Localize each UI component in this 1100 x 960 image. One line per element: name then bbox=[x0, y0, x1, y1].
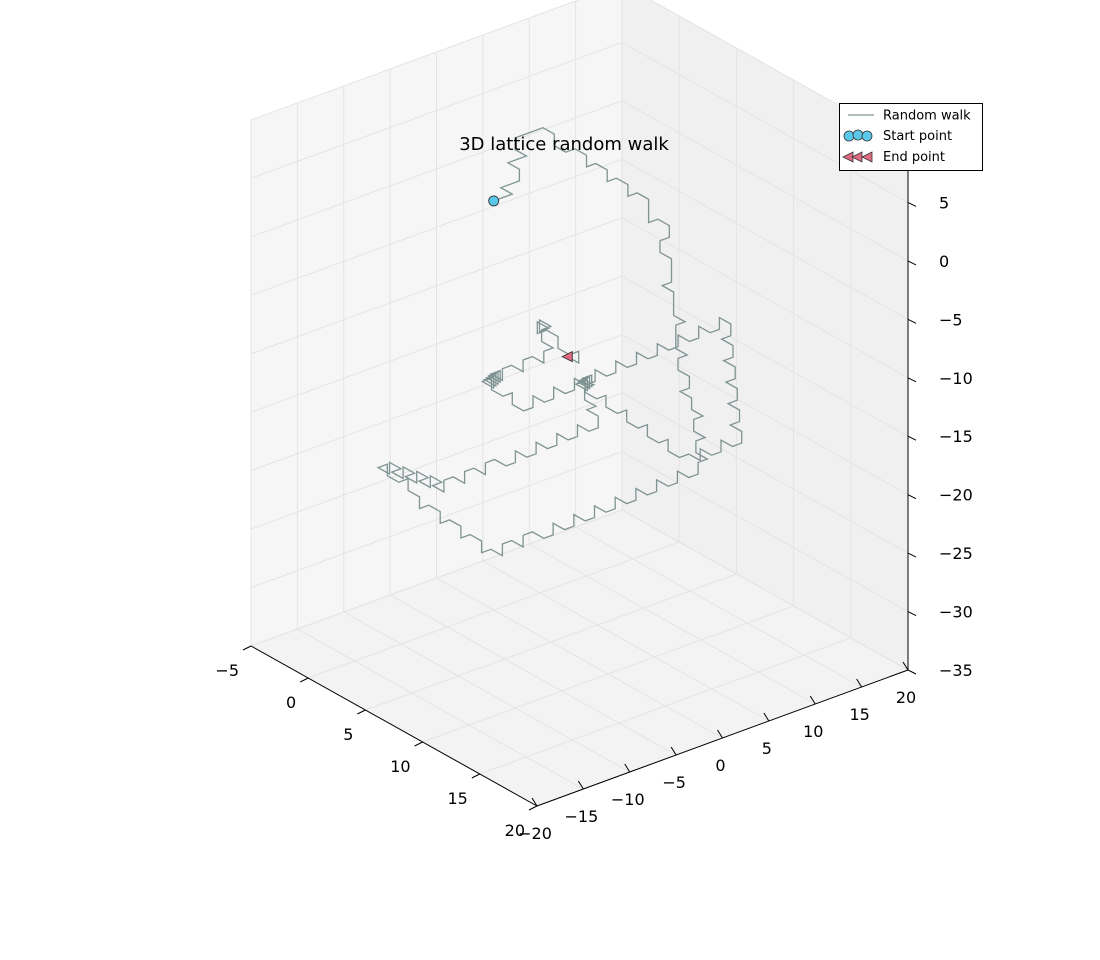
z-axis-tick bbox=[907, 377, 917, 383]
chart-title: 3D lattice random walk bbox=[459, 134, 669, 155]
grid-line-z-left bbox=[250, 275, 623, 413]
grid-line-y-floor bbox=[529, 543, 816, 705]
grid-line-z-right bbox=[621, 100, 909, 262]
grid-line-z-left bbox=[250, 158, 623, 296]
y-axis-label: 20 bbox=[896, 688, 916, 707]
grid-line-z-right bbox=[621, 451, 909, 612]
x-axis-tick bbox=[242, 645, 252, 651]
y-axis-label: −20 bbox=[518, 824, 552, 843]
x-axis-line bbox=[250, 645, 538, 807]
pane-back-right bbox=[622, 0, 908, 670]
z-axis-label: −15 bbox=[939, 427, 973, 446]
z-axis-tick bbox=[907, 318, 917, 324]
legend-start-marker bbox=[843, 130, 855, 142]
grid-line-y-floor bbox=[297, 628, 584, 790]
grid-line-z-right bbox=[621, 217, 909, 379]
y-axis-tick bbox=[670, 746, 677, 756]
z-axis-label: −35 bbox=[939, 661, 973, 680]
y-axis-label: 0 bbox=[715, 756, 725, 775]
x-axis-label: 10 bbox=[390, 757, 410, 776]
grid-line-z-left bbox=[250, 451, 623, 589]
grid-line-z-left bbox=[250, 509, 623, 647]
random-walk-series bbox=[376, 126, 743, 557]
legend: Random walk Start point End point bbox=[839, 103, 983, 171]
z-axis-label: −25 bbox=[939, 544, 973, 563]
x-axis-tick bbox=[414, 741, 423, 747]
y-axis-tick bbox=[856, 678, 863, 688]
z-axis-tick bbox=[907, 260, 917, 266]
legend-label-start: Start point bbox=[883, 129, 952, 144]
x-axis-tick bbox=[299, 677, 309, 683]
y-axis-label: −5 bbox=[662, 773, 686, 792]
y-axis-label: 15 bbox=[849, 705, 869, 724]
grid-line-z-left bbox=[250, 41, 623, 179]
grid-lines bbox=[250, 0, 909, 807]
x-axis-label: 0 bbox=[286, 693, 296, 712]
grid-line-y-floor bbox=[575, 526, 862, 688]
grid-line-z-left bbox=[250, 100, 623, 238]
z-axis-label: −5 bbox=[939, 310, 963, 329]
y-axis-tick bbox=[577, 780, 584, 790]
legend-start-marker bbox=[861, 130, 873, 142]
y-axis-tick bbox=[624, 763, 631, 773]
grid-line-z-left bbox=[250, 334, 623, 472]
y-axis-tick bbox=[717, 729, 723, 739]
end-point-marker bbox=[561, 350, 573, 363]
z-axis-label: −30 bbox=[939, 603, 973, 622]
legend-end-marker bbox=[861, 151, 873, 163]
x-axis-tick bbox=[471, 773, 481, 779]
grid-line-z-right bbox=[621, 334, 909, 496]
y-axis-tick bbox=[531, 797, 538, 807]
start-point-marker bbox=[488, 195, 500, 207]
y-axis-label: −10 bbox=[611, 790, 645, 809]
y-axis-label: 5 bbox=[762, 739, 772, 758]
grid-line-z-left bbox=[250, 0, 580, 121]
z-axis-tick bbox=[907, 435, 917, 441]
random-walk-line bbox=[376, 126, 743, 557]
grid-line-y-floor bbox=[436, 577, 723, 739]
grid-line-z-right bbox=[621, 42, 909, 203]
z-axis-tick bbox=[907, 611, 917, 617]
tick-labels: −505101520−20−15−10−505101520−35−30−25−2… bbox=[215, 135, 972, 843]
y-axis-label: −15 bbox=[564, 807, 598, 826]
legend-label-end: End point bbox=[883, 150, 945, 165]
y-axis-label: 10 bbox=[803, 722, 823, 741]
z-axis-tick bbox=[907, 552, 917, 558]
x-axis-label: 5 bbox=[343, 725, 353, 744]
x-axis-tick bbox=[357, 709, 366, 715]
grid-line-z-left bbox=[250, 392, 623, 530]
x-axis-label: 15 bbox=[447, 789, 467, 808]
x-axis-label: 20 bbox=[505, 821, 525, 840]
z-axis-tick bbox=[907, 201, 917, 207]
z-axis-label: 5 bbox=[939, 193, 949, 212]
grid-line-z-right bbox=[621, 509, 909, 671]
grid-line-z-right bbox=[621, 392, 909, 554]
z-axis-label: −20 bbox=[939, 486, 973, 505]
x-axis-tick bbox=[528, 805, 538, 811]
legend-start-marker bbox=[852, 129, 864, 141]
grid-line-z-right bbox=[621, 275, 909, 437]
y-axis-tick bbox=[763, 712, 770, 722]
y-axis-tick bbox=[809, 695, 816, 705]
grid-line-y-floor bbox=[389, 594, 677, 756]
grid-line-y-floor bbox=[482, 560, 770, 722]
legend-label-walk: Random walk bbox=[883, 109, 971, 124]
axis-panes bbox=[251, 0, 908, 806]
grid-line-z-left bbox=[250, 217, 623, 355]
z-axis-tick bbox=[907, 669, 917, 675]
z-axis-label: −10 bbox=[939, 369, 973, 388]
grid-line-y-floor bbox=[343, 611, 630, 773]
x-axis-label: −5 bbox=[215, 661, 239, 680]
y-axis-tick bbox=[902, 661, 909, 671]
grid-line-z-right bbox=[621, 158, 909, 320]
tick-marks bbox=[242, 143, 917, 811]
z-axis-tick bbox=[907, 494, 917, 500]
z-axis-label: 0 bbox=[939, 252, 949, 271]
markers bbox=[488, 195, 573, 363]
